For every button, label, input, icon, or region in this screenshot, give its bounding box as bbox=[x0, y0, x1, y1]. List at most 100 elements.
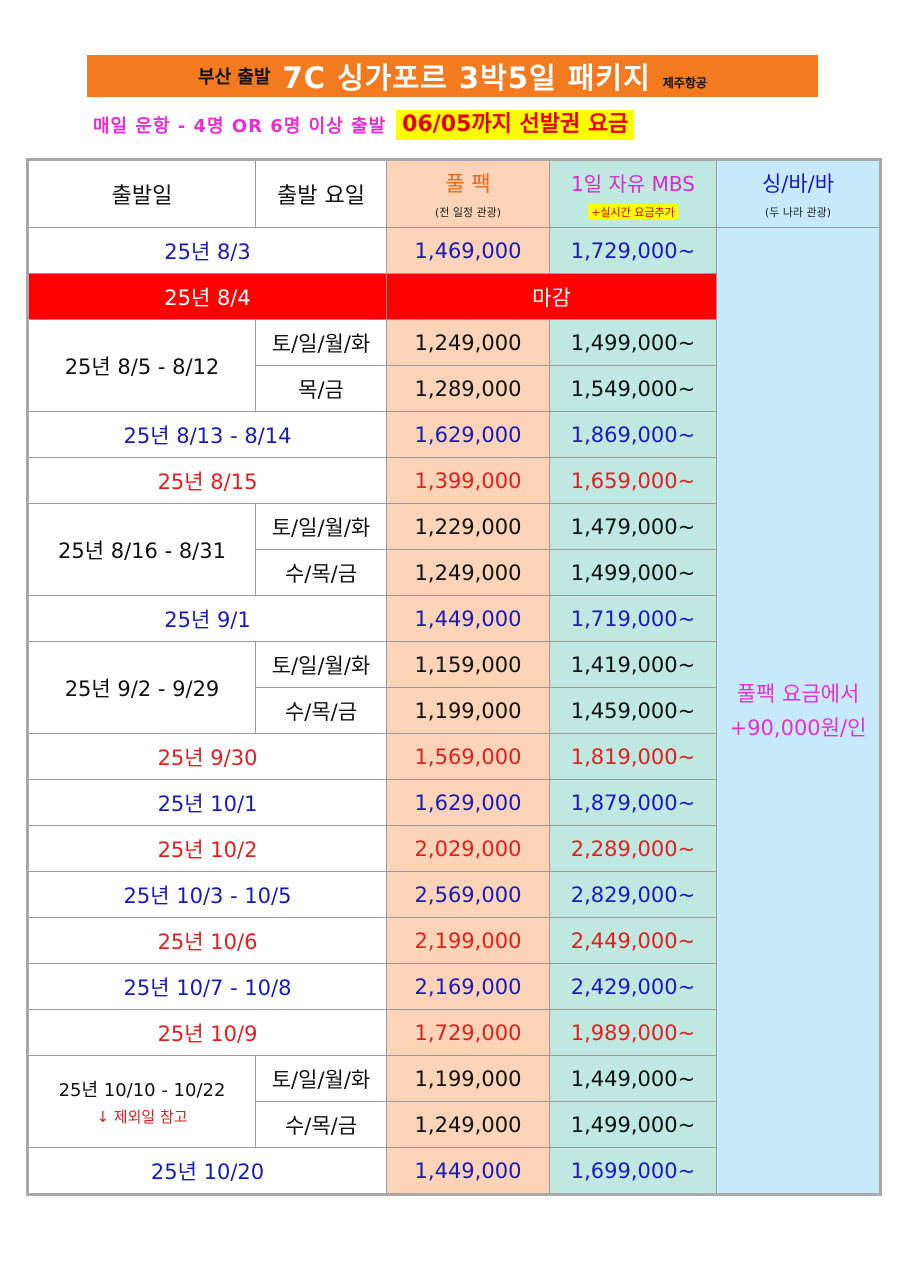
table-row: 목/금 1,289,000 1,549,000~ bbox=[28, 365, 881, 412]
fullpack-price: 1,199,000 bbox=[386, 687, 550, 734]
fullpack-price: 1,229,000 bbox=[386, 503, 550, 550]
weekday-cell: 토/일/월/화 bbox=[255, 1055, 387, 1102]
freeday-price: 1,659,000~ bbox=[549, 457, 717, 504]
table-row: 25년 9/2 - 9/29 토/일/월/화 1,159,000 1,419,0… bbox=[27, 641, 881, 734]
header-sbb-note: (두 나라 관광) bbox=[764, 206, 832, 219]
table-row: 25년 10/3 - 10/5 2,569,000 2,829,000~ bbox=[27, 871, 881, 918]
date-cell: 25년 9/30 bbox=[27, 733, 387, 780]
weekday-cell: 토/일/월/화 bbox=[255, 641, 387, 688]
table-row: 25년 8/16 - 8/31 토/일/월/화 1,229,000 1,479,… bbox=[27, 503, 881, 596]
freeday-price: 1,879,000~ bbox=[549, 779, 717, 826]
table-row: 25년 10/7 - 10/8 2,169,000 2,429,000~ bbox=[27, 963, 881, 1010]
header-freeday-note: +실시간 요금추가 bbox=[588, 203, 678, 220]
fullpack-price: 2,199,000 bbox=[386, 917, 550, 964]
date-cell: 25년 10/2 bbox=[27, 825, 387, 872]
weekday-cell: 목/금 bbox=[255, 365, 387, 412]
date-cell: 25년 10/10 - 10/22 ↓ 제외일 참고 bbox=[27, 1055, 256, 1148]
fullpack-price: 1,629,000 bbox=[386, 779, 550, 826]
date-cell: 25년 9/2 - 9/29 bbox=[27, 641, 256, 734]
fullpack-price: 1,249,000 bbox=[386, 319, 550, 366]
subtitle-text: 매일 운항 - 4명 OR 6명 이상 출발 bbox=[93, 116, 387, 137]
date-cell: 25년 8/16 - 8/31 bbox=[27, 503, 256, 596]
freeday-price: 1,869,000~ bbox=[549, 411, 717, 458]
fullpack-price: 1,729,000 bbox=[386, 1009, 550, 1056]
weekday-cell: 토/일/월/화 bbox=[255, 319, 387, 366]
date-range-label: 25년 10/10 - 10/22 bbox=[58, 1080, 226, 1101]
title-banner: 부산 출발 7C 싱가포르 3박5일 패키지 제주항공 bbox=[87, 55, 818, 97]
fullpack-price: 1,399,000 bbox=[386, 457, 550, 504]
fullpack-price: 1,469,000 bbox=[386, 227, 550, 274]
header-weekday: 출발 요일 bbox=[255, 159, 387, 228]
freeday-price: 1,699,000~ bbox=[549, 1147, 717, 1195]
table-row: 25년 8/13 - 8/14 1,629,000 1,869,000~ bbox=[27, 411, 881, 458]
fullpack-price: 1,159,000 bbox=[386, 641, 550, 688]
date-cell: 25년 8/15 bbox=[27, 457, 387, 504]
sbb-note-line2: +90,000원/인 bbox=[729, 715, 867, 740]
price-table: 출발일 출발 요일 풀 팩 (전 일정 관광) 1일 자유 MBS +실시간 요… bbox=[26, 158, 882, 1196]
date-cell: 25년 10/3 - 10/5 bbox=[27, 871, 387, 918]
table-row: 25년 10/9 1,729,000 1,989,000~ bbox=[27, 1009, 881, 1056]
header-freeday-label: 1일 자유 MBS bbox=[571, 171, 695, 196]
table-row: 25년 9/1 1,449,000 1,719,000~ bbox=[27, 595, 881, 642]
table-row: 수/목/금 1,199,000 1,459,000~ bbox=[28, 687, 881, 734]
date-cell: 25년 10/20 bbox=[27, 1147, 387, 1195]
date-cell: 25년 10/6 bbox=[27, 917, 387, 964]
header-sbb-label: 싱/바/바 bbox=[761, 172, 835, 196]
table-row: 25년 9/30 1,569,000 1,819,000~ bbox=[27, 733, 881, 780]
fullpack-price: 2,569,000 bbox=[386, 871, 550, 918]
fullpack-price: 2,029,000 bbox=[386, 825, 550, 872]
table-row: 수/목/금 1,249,000 1,499,000~ bbox=[28, 549, 881, 596]
page-title: 7C 싱가포르 3박5일 패키지 bbox=[282, 61, 651, 95]
header-sbb: 싱/바/바 (두 나라 관광) bbox=[716, 159, 881, 228]
fullpack-price: 2,169,000 bbox=[386, 963, 550, 1010]
table-row: 25년 10/2 2,029,000 2,289,000~ bbox=[27, 825, 881, 872]
freeday-price: 1,989,000~ bbox=[549, 1009, 717, 1056]
freeday-price: 1,819,000~ bbox=[549, 733, 717, 780]
exclusion-note: ↓ 제외일 참고 bbox=[96, 1108, 188, 1126]
weekday-cell: 수/목/금 bbox=[255, 549, 387, 596]
freeday-price: 2,289,000~ bbox=[549, 825, 717, 872]
table-row: 25년 10/10 - 10/22 ↓ 제외일 참고 토/일/월/화 1,199… bbox=[27, 1055, 881, 1148]
date-cell: 25년 9/1 bbox=[27, 595, 387, 642]
sbb-note-line1: 풀팩 요금에서 bbox=[736, 681, 860, 706]
table-row: 수/목/금 1,249,000 1,499,000~ bbox=[28, 1101, 881, 1148]
header-fullpack-note: (전 일정 관광) bbox=[434, 206, 502, 219]
fullpack-price: 1,569,000 bbox=[386, 733, 550, 780]
weekday-cell: 수/목/금 bbox=[255, 687, 387, 734]
header-freeday: 1일 자유 MBS +실시간 요금추가 bbox=[549, 159, 717, 228]
subtitle-highlight: 06/05까지 선발권 요금 bbox=[396, 110, 635, 140]
fullpack-price: 1,449,000 bbox=[386, 595, 550, 642]
date-cell: 25년 10/7 - 10/8 bbox=[27, 963, 387, 1010]
date-cell: 25년 8/5 - 8/12 bbox=[27, 319, 256, 412]
fullpack-price: 1,249,000 bbox=[386, 1101, 550, 1148]
fullpack-price: 1,449,000 bbox=[386, 1147, 550, 1195]
freeday-price: 2,449,000~ bbox=[549, 917, 717, 964]
header-fullpack-label: 풀 팩 bbox=[445, 172, 491, 196]
freeday-price: 1,479,000~ bbox=[549, 503, 717, 550]
header-fullpack: 풀 팩 (전 일정 관광) bbox=[386, 159, 550, 228]
freeday-price: 1,499,000~ bbox=[549, 1101, 717, 1148]
table-row: 25년 10/20 1,449,000 1,699,000~ bbox=[27, 1147, 881, 1195]
weekday-cell: 토/일/월/화 bbox=[255, 503, 387, 550]
freeday-price: 1,419,000~ bbox=[549, 641, 717, 688]
table-row: 25년 10/6 2,199,000 2,449,000~ bbox=[27, 917, 881, 964]
fullpack-price: 1,249,000 bbox=[386, 549, 550, 596]
title-prefix: 부산 출발 bbox=[198, 67, 271, 88]
freeday-price: 1,729,000~ bbox=[549, 227, 717, 274]
freeday-price: 1,459,000~ bbox=[549, 687, 717, 734]
fullpack-price: 1,199,000 bbox=[386, 1055, 550, 1102]
airline-label: 제주항공 bbox=[662, 76, 707, 90]
freeday-price: 1,499,000~ bbox=[549, 319, 717, 366]
header-date: 출발일 bbox=[27, 159, 256, 228]
fullpack-price: 1,289,000 bbox=[386, 365, 550, 412]
date-cell: 25년 8/3 bbox=[27, 227, 387, 274]
table-row: 25년 8/5 - 8/12 토/일/월/화 1,249,000 1,499,0… bbox=[27, 319, 881, 412]
freeday-price: 2,429,000~ bbox=[549, 963, 717, 1010]
fullpack-price: 1,629,000 bbox=[386, 411, 550, 458]
subtitle: 매일 운항 - 4명 OR 6명 이상 출발 06/05까지 선발권 요금 bbox=[93, 110, 635, 140]
weekday-cell: 수/목/금 bbox=[255, 1101, 387, 1148]
freeday-price: 2,829,000~ bbox=[549, 871, 717, 918]
table-header-row: 출발일 출발 요일 풀 팩 (전 일정 관광) 1일 자유 MBS +실시간 요… bbox=[27, 159, 881, 228]
date-cell: 25년 8/4 bbox=[27, 273, 387, 320]
freeday-price: 1,499,000~ bbox=[549, 549, 717, 596]
